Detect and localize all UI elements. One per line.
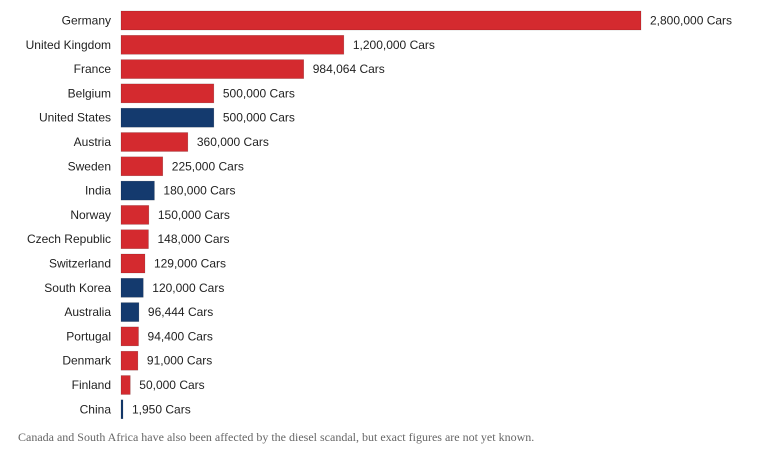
- value-label: 1,950 Cars: [132, 402, 191, 416]
- bar-chart: Germany 2,800,000 Cars United Kingdom 1,200…: [26, 10, 732, 420]
- category-label: United Kingdom: [26, 38, 111, 52]
- bar: [120, 350, 139, 371]
- bar: [120, 10, 642, 31]
- bar: [120, 399, 124, 420]
- bar: [120, 83, 215, 104]
- value-label: 129,000 Cars: [154, 257, 226, 271]
- footnote: Canada and South Africa have also been a…: [18, 430, 535, 444]
- bar: [120, 180, 155, 201]
- bar: [120, 253, 146, 274]
- value-label: 94,400 Cars: [148, 329, 213, 343]
- value-label: 96,444 Cars: [148, 305, 213, 319]
- category-label: Portugal: [66, 329, 111, 343]
- category-label: China: [80, 402, 112, 416]
- bar: [120, 156, 164, 177]
- chart-area: Germany 2,800,000 Cars United Kingdom 1,200…: [26, 10, 732, 420]
- value-label: 2,800,000 Cars: [650, 14, 732, 28]
- category-label: Belgium: [68, 86, 111, 100]
- category-label: Sweden: [68, 159, 111, 173]
- category-label: Czech Republic: [27, 232, 111, 246]
- category-label: Germany: [62, 14, 111, 28]
- category-label: France: [74, 62, 112, 76]
- bar: [120, 205, 150, 225]
- value-label: 150,000 Cars: [158, 208, 230, 222]
- category-label: Austria: [74, 135, 112, 149]
- bar: [120, 278, 144, 298]
- category-label: United States: [39, 111, 111, 125]
- value-label: 360,000 Cars: [197, 135, 269, 149]
- value-label: 1,200,000 Cars: [353, 38, 435, 52]
- bar: [120, 59, 305, 79]
- value-label: 500,000 Cars: [223, 86, 295, 100]
- value-label: 91,000 Cars: [147, 354, 212, 368]
- value-label: 225,000 Cars: [172, 159, 244, 173]
- bar: [120, 326, 139, 347]
- bar: [120, 302, 140, 322]
- value-label: 500,000 Cars: [223, 111, 295, 125]
- category-label: Denmark: [62, 354, 112, 368]
- bar: [120, 107, 215, 128]
- value-label: 50,000 Cars: [139, 378, 204, 392]
- bar: [120, 35, 345, 55]
- bar: [120, 229, 149, 249]
- value-label: 120,000 Cars: [152, 281, 224, 295]
- bar: [120, 132, 189, 152]
- value-label: 984,064 Cars: [313, 62, 385, 76]
- value-label: 148,000 Cars: [157, 232, 229, 246]
- bar: [120, 375, 131, 395]
- category-label: Switzerland: [49, 257, 111, 271]
- category-label: South Korea: [44, 281, 111, 295]
- category-label: India: [85, 184, 111, 198]
- category-label: Norway: [70, 208, 111, 222]
- category-label: Finland: [72, 378, 111, 392]
- value-label: 180,000 Cars: [163, 184, 235, 198]
- category-label: Australia: [64, 305, 111, 319]
